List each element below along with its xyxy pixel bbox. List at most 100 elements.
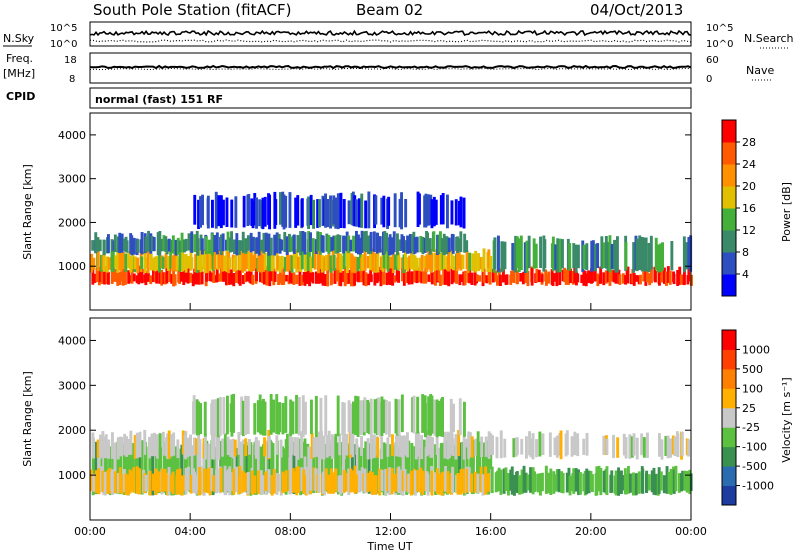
data-cell (332, 472, 335, 494)
data-cell (308, 248, 311, 269)
data-cell (158, 231, 162, 256)
data-cell (672, 469, 676, 494)
data-cell (382, 266, 386, 285)
data-cell (197, 199, 200, 229)
data-cell (108, 468, 112, 494)
data-cell (219, 467, 223, 493)
data-cell (644, 237, 648, 272)
data-cell (596, 243, 600, 269)
data-cell (487, 473, 491, 492)
colorbar-tick-label: 100 (742, 382, 763, 395)
data-cell (285, 236, 289, 256)
freq-label: Freq. (6, 52, 33, 65)
data-cell (324, 468, 328, 491)
data-cell (273, 234, 277, 256)
data-cell (166, 439, 169, 492)
data-cell (218, 397, 222, 436)
data-cell (499, 469, 503, 495)
data-cell (262, 254, 265, 272)
data-cell (450, 200, 454, 225)
data-cell (166, 256, 170, 271)
data-cell (616, 437, 620, 458)
data-cell (349, 239, 353, 252)
nave-label: Nave (746, 64, 774, 77)
data-cell (534, 243, 538, 269)
data-cell (258, 199, 262, 227)
data-cell (317, 468, 321, 493)
data-cell (649, 235, 653, 270)
data-cell (116, 437, 120, 460)
data-cell (582, 473, 586, 492)
noise-tick-low-right: 10^0 (706, 39, 733, 50)
data-cell (549, 468, 553, 495)
data-cell (161, 468, 164, 492)
data-cell (129, 256, 133, 273)
data-cell (437, 234, 441, 254)
data-cell (427, 396, 431, 435)
data-cell (183, 440, 187, 495)
data-cell (271, 443, 275, 492)
data-cell (90, 253, 94, 273)
data-cell (440, 472, 444, 496)
nsearch-label: N.Search (744, 32, 794, 45)
data-cell (416, 396, 420, 434)
data-cell (263, 437, 266, 457)
data-cell (430, 470, 434, 496)
data-cell (255, 441, 258, 495)
data-cell (90, 469, 93, 492)
data-cell (526, 474, 530, 491)
data-cell (415, 257, 419, 271)
data-cell (153, 432, 156, 457)
data-cell (247, 441, 251, 495)
data-cell (213, 235, 217, 253)
data-cell (330, 443, 334, 491)
data-cell (151, 473, 155, 491)
data-cell (540, 274, 544, 283)
nsearch-trace (89, 39, 692, 43)
y-tick-label: 4000 (58, 129, 86, 142)
data-cell (553, 273, 557, 282)
data-cell (235, 233, 239, 256)
data-cell (494, 270, 498, 282)
data-cell (605, 438, 609, 455)
data-cell (144, 257, 148, 269)
data-cell (444, 268, 447, 285)
data-cell (585, 432, 589, 456)
data-cell (225, 197, 229, 227)
data-cell (555, 266, 559, 287)
data-cell (424, 403, 427, 438)
data-cell (327, 439, 331, 455)
colorbar-tick-label: 8 (742, 246, 749, 259)
data-cell (369, 398, 373, 436)
data-cell (253, 441, 257, 495)
data-cell (98, 267, 102, 283)
data-cell (635, 275, 639, 282)
data-cell (554, 244, 558, 270)
data-cell (199, 248, 203, 273)
data-cell (249, 268, 253, 284)
data-cell (612, 434, 615, 459)
data-cell (267, 233, 271, 256)
data-cell (140, 268, 144, 284)
data-cell (267, 469, 271, 493)
data-cell (356, 396, 360, 437)
data-cell (332, 436, 336, 457)
data-cell (153, 256, 157, 272)
data-cell (127, 439, 131, 455)
data-cell (425, 254, 429, 273)
data-cell (282, 194, 286, 230)
data-cell (332, 254, 336, 271)
data-cell (424, 266, 428, 284)
colorbar-swatch (722, 164, 736, 187)
data-cell (98, 239, 102, 252)
data-cell (604, 270, 608, 284)
data-cell (608, 235, 612, 273)
data-cell (296, 236, 300, 252)
data-cell (347, 443, 350, 491)
data-cell (537, 269, 541, 283)
data-cell (632, 433, 636, 456)
data-cell (541, 472, 544, 492)
data-cell (121, 251, 125, 270)
data-cell (420, 269, 424, 284)
